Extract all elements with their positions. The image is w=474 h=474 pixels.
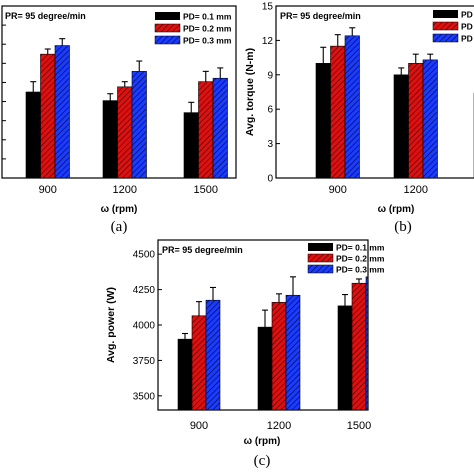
x-tick-label: 1200 <box>267 420 291 432</box>
bar <box>351 282 367 411</box>
x-tick-label: 1200 <box>113 184 137 196</box>
x-tick-label: 900 <box>190 420 208 432</box>
bar <box>330 45 346 179</box>
bar <box>191 315 207 411</box>
legend-label: PD= 0.1 mm <box>183 12 232 22</box>
bar <box>337 305 353 411</box>
chart-panel-a: PR= 95 degree/min PD= 0.1 mm PD= 0.2 mm … <box>1 5 237 235</box>
bar <box>393 74 409 179</box>
bar <box>212 77 228 179</box>
legend-label: PD= 0.3 mm <box>183 36 232 46</box>
bar <box>117 86 133 179</box>
panel-caption: (a) <box>111 219 128 235</box>
plot-frame <box>275 5 474 179</box>
bar <box>54 45 70 179</box>
y-tick-label: 0 <box>267 174 273 185</box>
y-tick-label: 4250 <box>133 285 156 296</box>
x-axis-label: ω (rpm) <box>244 436 281 447</box>
chart-panel-c: PR= 95 degree/min PD= 0.1 mm PD= 0.2 mm … <box>105 239 385 469</box>
y-tick-label: 9 <box>267 70 273 81</box>
bar <box>198 81 214 179</box>
bar <box>285 294 301 411</box>
x-tick-label: 900 <box>329 184 347 196</box>
panel-caption: (c) <box>254 453 271 469</box>
legend-label: PD <box>461 10 473 20</box>
chart-panel-b: PR= 95 degree/min PD PD PD Avg. torque (… <box>244 2 474 235</box>
y-tick-label: 15 <box>262 2 274 13</box>
legend-swatch <box>432 33 459 43</box>
x-tick-label: 900 <box>39 184 57 196</box>
bar <box>131 71 147 179</box>
bar <box>365 276 369 411</box>
legend: PD= 0.1 mm PD= 0.2 mm PD= 0.3 mm <box>307 243 385 275</box>
y-tick-label: 6 <box>267 105 273 116</box>
bar <box>422 59 438 179</box>
x-axis-label: ω (rpm) <box>101 204 138 215</box>
bar <box>271 302 287 411</box>
annotation: PR= 95 degree/min <box>162 245 243 255</box>
bar <box>40 53 56 179</box>
legend-swatch <box>154 23 181 33</box>
annotation: PR= 95 degree/min <box>5 11 86 21</box>
y-axis-label: Avg. power (W) <box>105 287 117 363</box>
y-tick-label: 12 <box>262 36 274 47</box>
y-tick-label: 3500 <box>133 391 156 402</box>
x-axis-label: ω (rpm) <box>378 204 415 215</box>
legend-label: PD= 0.3 mm <box>336 265 385 275</box>
x-tick-label: 1500 <box>347 420 371 432</box>
legend-swatch <box>307 264 334 274</box>
legend-swatch <box>308 243 333 251</box>
bar <box>344 35 360 179</box>
legend-label: PD <box>461 22 473 32</box>
panel-caption: (b) <box>394 219 412 235</box>
legend-label: PD= 0.2 mm <box>183 24 232 34</box>
bar <box>205 299 221 411</box>
bar <box>25 91 41 179</box>
legend-swatch <box>433 10 458 18</box>
legend: PD= 0.1 mm PD= 0.2 mm PD= 0.3 mm <box>154 12 232 46</box>
legend-label: PD <box>461 34 473 44</box>
legend-swatch <box>307 253 334 263</box>
bar <box>177 338 193 411</box>
bar <box>183 112 199 179</box>
annotation: PR= 95 degree/min <box>280 11 361 21</box>
y-tick-label: 3750 <box>133 356 156 367</box>
legend-swatch <box>432 21 459 31</box>
bar <box>102 100 118 179</box>
y-tick-label: 4500 <box>133 250 156 261</box>
y-tick-label: 4000 <box>133 321 156 332</box>
bar <box>257 326 273 411</box>
y-tick-label: 3 <box>267 139 273 150</box>
legend-label: PD= 0.2 mm <box>336 254 385 264</box>
bar <box>315 63 331 179</box>
y-axis-label: Avg. torque (N-m) <box>244 48 256 136</box>
bar <box>408 63 424 179</box>
x-tick-label: 1200 <box>404 184 428 196</box>
legend: PD PD PD <box>432 10 473 44</box>
legend-swatch <box>154 35 181 45</box>
legend-swatch <box>155 12 180 20</box>
legend-label: PD= 0.1 mm <box>336 243 385 253</box>
x-tick-label: 1500 <box>194 184 218 196</box>
